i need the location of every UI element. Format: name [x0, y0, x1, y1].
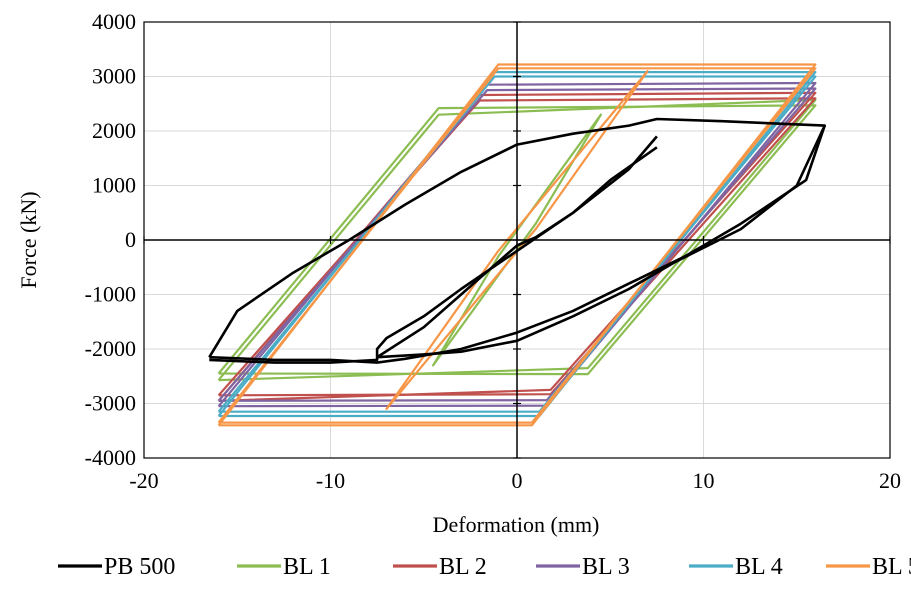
series-line: [208, 117, 827, 364]
y-tick-label: 4000: [92, 9, 136, 34]
zero-axes: [143, 21, 891, 459]
legend-item-bl-1: BL 1: [237, 554, 331, 580]
x-tick-label: 20: [879, 468, 901, 493]
y-tick-label: 0: [125, 227, 136, 252]
legend-label: BL 2: [439, 554, 487, 580]
legend-label: BL 5: [872, 554, 911, 580]
legend-label: PB 500: [104, 554, 175, 580]
legend-item-bl-4: BL 4: [689, 554, 783, 580]
y-tick-label: -1000: [85, 282, 136, 307]
x-tick-label: -20: [129, 468, 158, 493]
x-tick-label: 0: [512, 468, 523, 493]
legend-label: BL 1: [283, 554, 331, 580]
series-pb-500: [208, 117, 827, 364]
y-tick-label: 2000: [92, 118, 136, 143]
series-layer: [208, 63, 827, 427]
x-tick-label: -10: [316, 468, 345, 493]
y-tick-label: 3000: [92, 64, 136, 89]
legend-item-bl-5: BL 5: [826, 554, 911, 580]
x-tick-label: 10: [693, 468, 715, 493]
y-tick-label: -4000: [85, 445, 136, 470]
y-tick-label: -3000: [85, 391, 136, 416]
legend-item-bl-3: BL 3: [536, 554, 630, 580]
legend-item-pb-500: PB 500: [58, 554, 175, 580]
x-axis-title: Deformation (mm): [433, 512, 600, 537]
legend-label: BL 4: [735, 554, 783, 580]
y-axis-title: Force (kN): [16, 191, 41, 288]
series-line: [432, 113, 603, 367]
series-line: [377, 125, 826, 359]
series-line: [217, 104, 817, 376]
tick-labels: -20 -10 0 10 20 -4000 -3000 -2000 -1000 0 1000 2000…: [85, 9, 901, 493]
series-line: [217, 63, 817, 427]
legend: PB 500 BL 1 BL 2 BL 3 BL 4 BL 5: [58, 554, 911, 580]
legend-label: BL 3: [582, 554, 630, 580]
y-tick-label: 1000: [92, 173, 136, 198]
legend-item-bl-2: BL 2: [393, 554, 487, 580]
y-tick-label: -2000: [85, 336, 136, 361]
